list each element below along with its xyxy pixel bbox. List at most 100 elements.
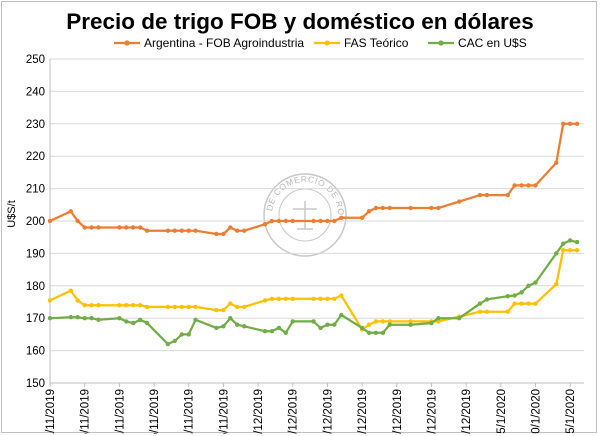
series-line-3 bbox=[49, 239, 578, 346]
data-point bbox=[477, 301, 483, 306]
y-tick-label: 160 bbox=[26, 346, 45, 358]
data-point bbox=[165, 304, 171, 310]
data-point bbox=[89, 225, 94, 230]
y-tick-label: 230 bbox=[26, 119, 45, 131]
data-point bbox=[221, 307, 226, 313]
data-point bbox=[332, 322, 337, 327]
data-point bbox=[318, 296, 323, 301]
data-point bbox=[325, 322, 330, 327]
legend-swatch-marker bbox=[438, 40, 444, 46]
x-tick-label: 5/1/2020 bbox=[496, 389, 508, 434]
data-point bbox=[533, 183, 538, 188]
data-point bbox=[512, 183, 517, 188]
x-tick-label: 6/12/2019 bbox=[288, 389, 300, 434]
data-point bbox=[235, 322, 240, 327]
data-point bbox=[505, 309, 510, 314]
data-point bbox=[429, 320, 434, 326]
data-point bbox=[477, 309, 483, 314]
data-point bbox=[318, 325, 323, 331]
x-tick-label: 6/11/2019 bbox=[80, 389, 92, 434]
legend-swatch-marker bbox=[324, 40, 330, 46]
data-point bbox=[574, 239, 580, 245]
data-point bbox=[165, 228, 171, 233]
seal-lettering: BOLSA DE COMERCIO DE ROSARIO bbox=[2, 2, 346, 216]
data-point bbox=[68, 288, 74, 293]
data-point bbox=[387, 322, 392, 327]
data-point bbox=[179, 332, 184, 337]
data-point bbox=[567, 238, 573, 243]
data-point bbox=[262, 329, 268, 334]
data-point bbox=[186, 332, 191, 337]
legend-swatch-marker bbox=[124, 40, 130, 46]
data-point bbox=[373, 330, 379, 335]
data-point bbox=[47, 316, 53, 321]
data-point bbox=[457, 316, 462, 321]
data-point bbox=[242, 324, 247, 329]
data-point bbox=[408, 322, 413, 327]
data-point bbox=[89, 303, 94, 308]
data-point bbox=[387, 319, 392, 324]
data-point bbox=[373, 319, 379, 324]
data-point bbox=[131, 225, 136, 230]
data-point bbox=[172, 228, 177, 233]
data-point bbox=[172, 304, 177, 310]
data-point bbox=[554, 251, 559, 256]
data-point bbox=[214, 325, 219, 331]
data-point bbox=[387, 205, 392, 211]
y-axis-label: U$S/t bbox=[6, 200, 18, 228]
data-point bbox=[144, 228, 150, 233]
data-point bbox=[228, 316, 233, 321]
legend-label: CAC en U$S bbox=[458, 36, 527, 50]
seal-outer-ring bbox=[263, 173, 347, 257]
x-tick-label: 16/11/2019 bbox=[149, 389, 161, 434]
data-point bbox=[47, 298, 53, 303]
data-point bbox=[228, 225, 233, 230]
data-point bbox=[325, 218, 330, 224]
data-point bbox=[117, 303, 122, 308]
seal-scales-icon bbox=[293, 201, 317, 230]
data-point bbox=[214, 307, 219, 313]
data-point bbox=[47, 218, 53, 224]
x-tick-label: 31/12/2019 bbox=[461, 389, 473, 434]
data-point bbox=[138, 225, 143, 230]
data-point bbox=[526, 283, 531, 288]
data-point bbox=[68, 315, 74, 320]
data-point bbox=[484, 297, 490, 302]
data-point bbox=[561, 248, 566, 253]
data-point bbox=[554, 160, 559, 165]
data-point bbox=[75, 218, 80, 224]
data-point bbox=[380, 330, 386, 335]
x-tick-label: 11/12/2019 bbox=[322, 389, 334, 434]
data-point bbox=[172, 338, 177, 344]
y-tick-label: 250 bbox=[26, 54, 45, 66]
data-point bbox=[436, 205, 441, 211]
data-point bbox=[290, 218, 295, 224]
data-point bbox=[96, 317, 101, 322]
data-point bbox=[283, 218, 288, 224]
data-point bbox=[193, 304, 198, 310]
y-tick-label: 180 bbox=[26, 281, 45, 293]
data-point bbox=[332, 296, 337, 301]
data-point bbox=[179, 304, 184, 310]
data-point bbox=[276, 296, 282, 301]
x-tick-label: 15/1/2020 bbox=[565, 389, 577, 434]
data-point bbox=[235, 228, 240, 233]
data-point bbox=[533, 280, 538, 285]
data-point bbox=[311, 319, 316, 324]
data-point bbox=[262, 298, 268, 303]
data-point bbox=[124, 319, 129, 324]
data-point bbox=[311, 296, 316, 301]
data-point bbox=[408, 205, 413, 211]
data-point bbox=[193, 317, 198, 322]
data-point bbox=[366, 209, 372, 214]
data-point bbox=[269, 329, 275, 334]
data-point bbox=[269, 296, 275, 301]
data-point bbox=[373, 205, 379, 211]
legend-label: Argentina - FOB Agroindustria bbox=[144, 36, 304, 50]
data-point bbox=[242, 228, 247, 233]
data-point bbox=[283, 330, 288, 335]
data-point bbox=[276, 218, 282, 224]
y-tick-label: 210 bbox=[26, 184, 45, 196]
x-tick-label: 10/1/2020 bbox=[530, 389, 542, 434]
